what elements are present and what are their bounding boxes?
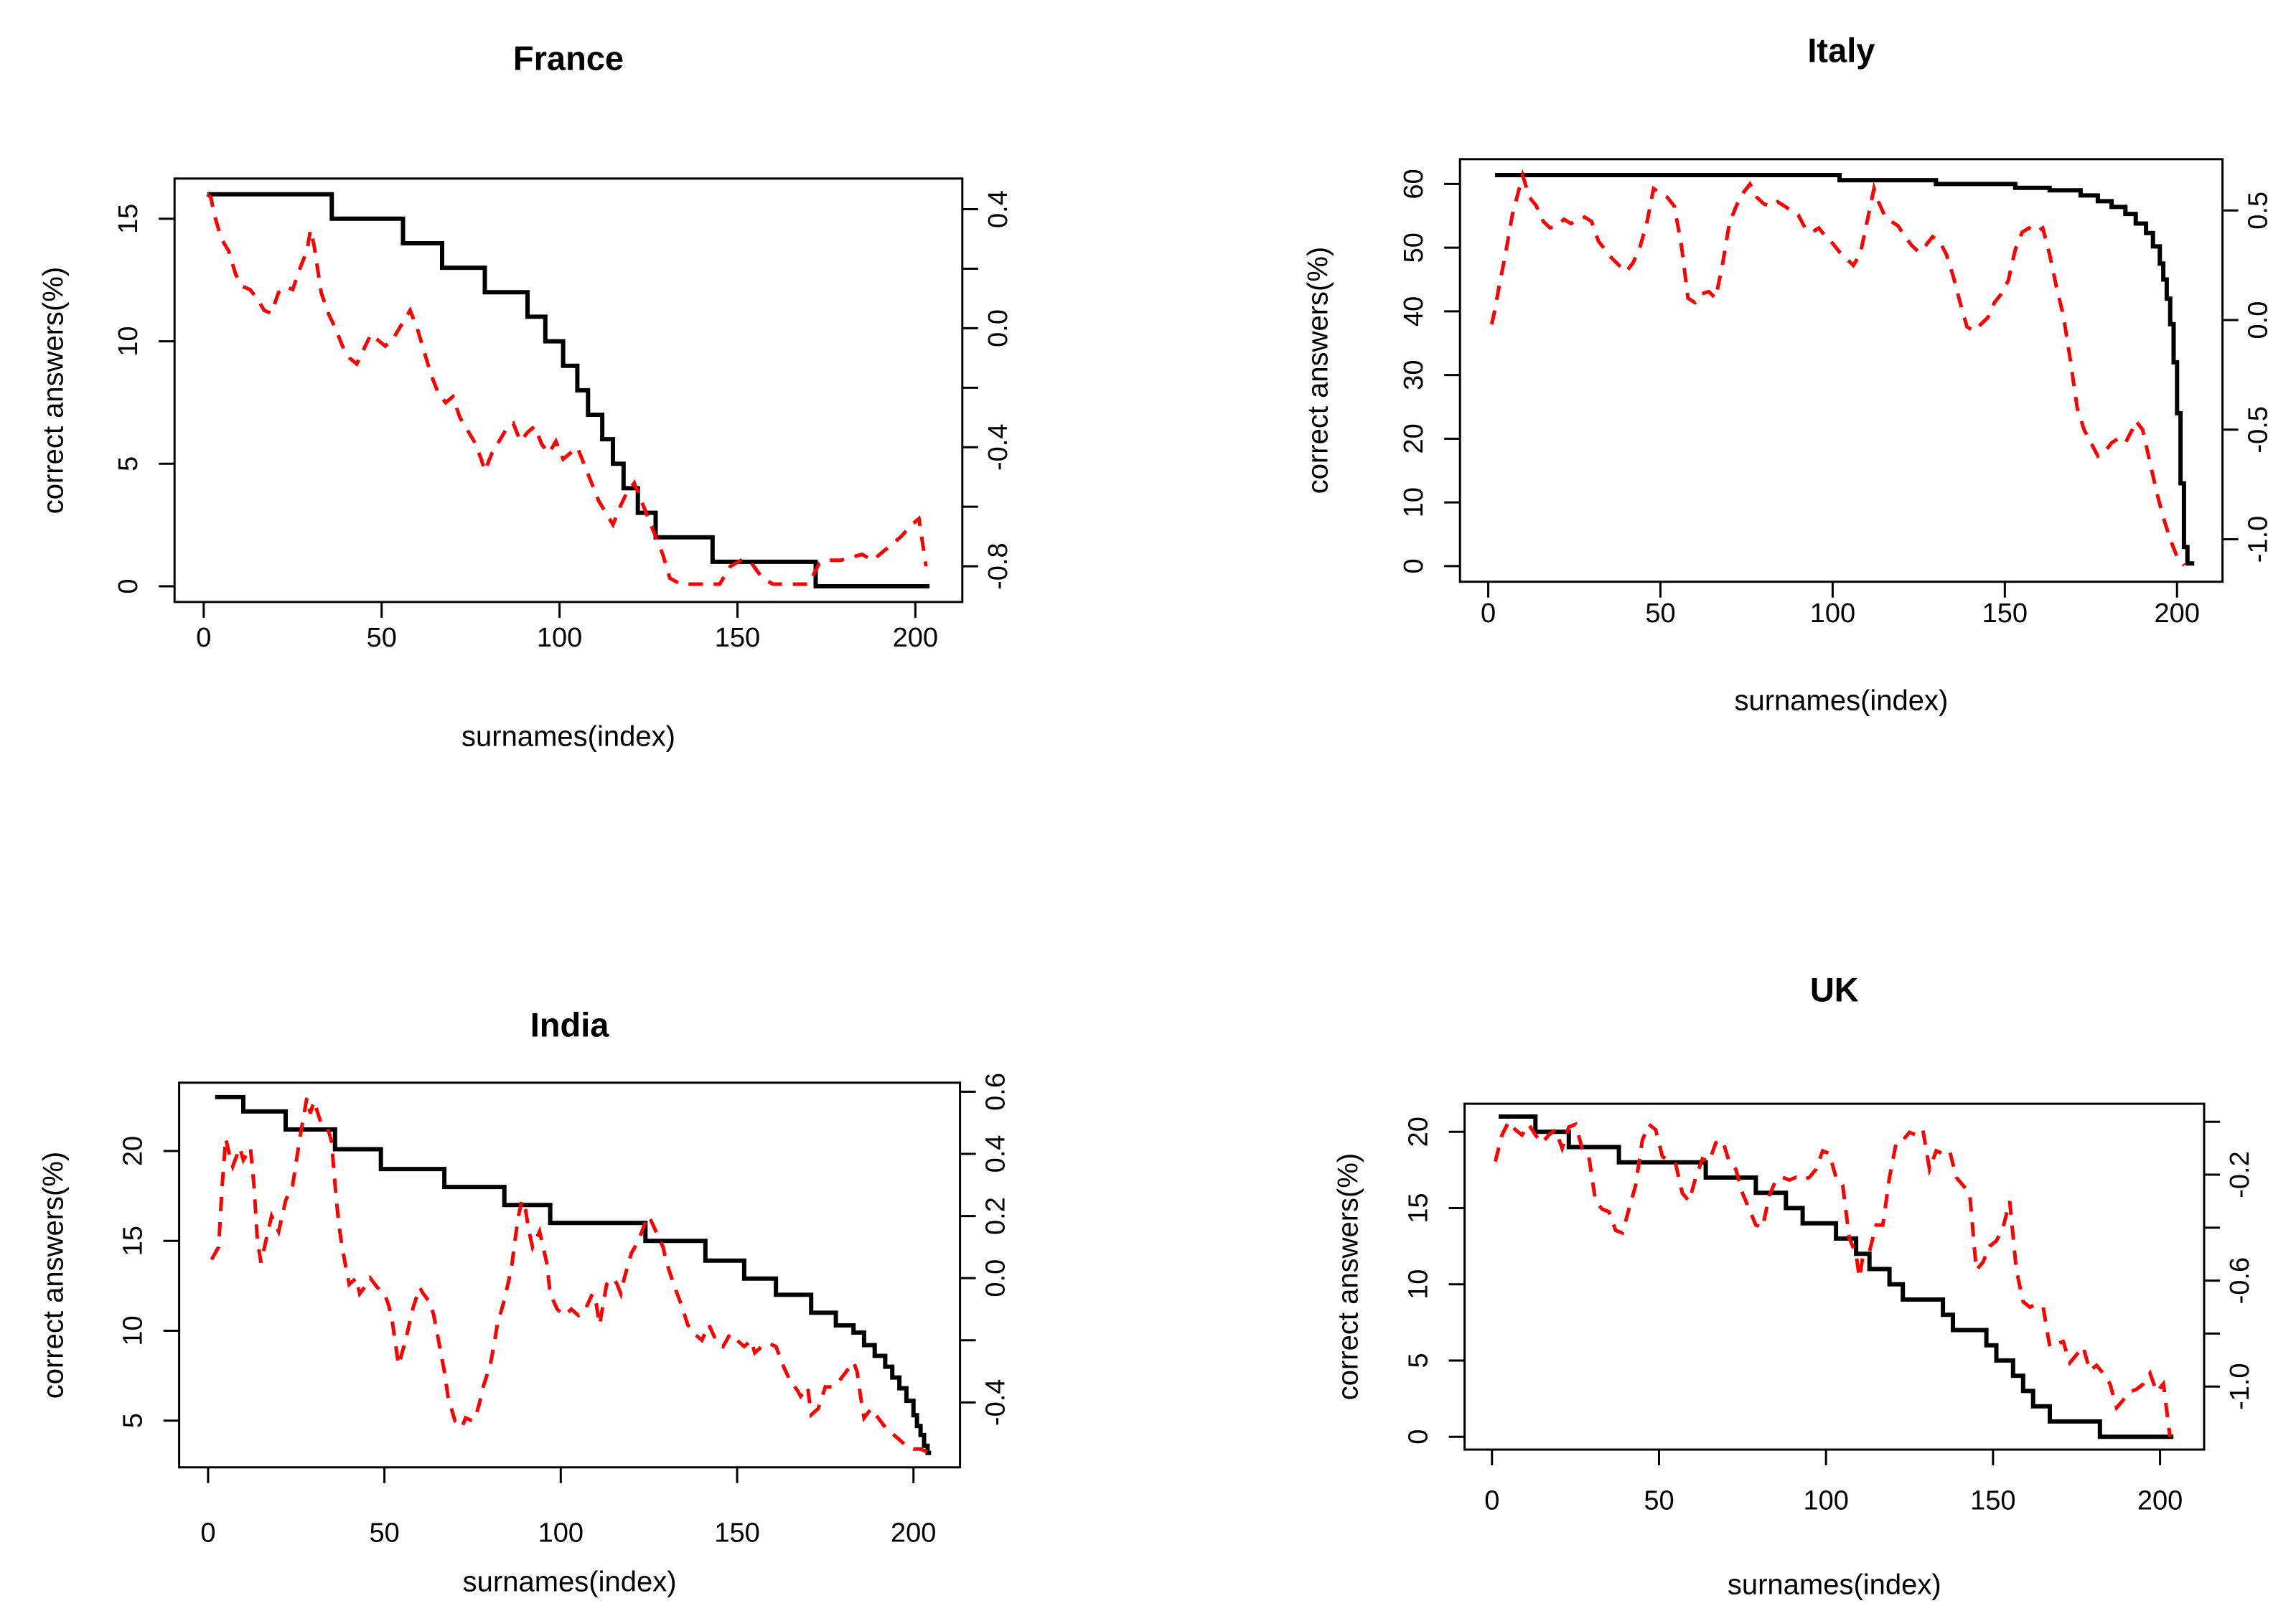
red-dashed-series-line: [206, 192, 928, 586]
right-y-tick-label: -0.4: [981, 1379, 1011, 1426]
left-y-tick-label: 10: [113, 326, 144, 356]
x-tick-label: 0: [196, 623, 211, 653]
y-axis-label-india: correct answers(%): [37, 1151, 70, 1399]
left-y-tick-label: 40: [1399, 296, 1429, 327]
panel-uk: 0 50 100 150 200 0 5 10 15 20 -0.2 -0.6 -1.0 UK corr…: [1148, 808, 2296, 1616]
left-y-tick-label: 0: [1399, 558, 1429, 573]
panel-india: 0 50 100 150 200 5 10 15 20 0.6 0.4 0.2 0.0 -0.4 Indi…: [0, 808, 1148, 1616]
left-y-tick-label: 30: [1399, 360, 1429, 390]
left-y-tick-label: 5: [113, 456, 144, 471]
left-y-tick-label: 10: [1399, 487, 1429, 517]
panel-italy: 0 50 100 150 200 0 10 20 30 40 50 60 0.5 0.0 -0.5 -1.0 …: [1148, 0, 2296, 808]
left-y-tick-label: 10: [1404, 1269, 1434, 1300]
x-tick-label: 200: [2137, 1485, 2183, 1516]
left-y-tick-label: 15: [113, 204, 144, 234]
right-y-tick-label: -1.0: [2225, 1363, 2255, 1409]
x-tick-label: 0: [1484, 1485, 1499, 1516]
red-dashed-series-line: [1493, 1118, 2172, 1437]
x-axis-label-italy: surnames(index): [1734, 685, 1949, 717]
y-axis-label-uk: correct answers(%): [1332, 1152, 1364, 1401]
black-solid-series-line: [215, 1094, 932, 1455]
left-y-tick-label: 20: [118, 1136, 149, 1166]
x-axis-label-france: surnames(index): [461, 720, 675, 753]
right-y-tick-label: 0.4: [983, 190, 1013, 228]
x-tick-label: 200: [2155, 598, 2200, 629]
x-tick-label: 150: [1982, 598, 2028, 629]
black-solid-series-line: [1499, 1114, 2174, 1439]
plot-box: [173, 177, 964, 603]
x-tick-label: 0: [200, 1518, 215, 1548]
right-y-tick-label: 0.0: [983, 309, 1013, 347]
x-tick-label: 100: [538, 1518, 584, 1548]
left-y-tick-label: 20: [1404, 1117, 1434, 1147]
x-axis-label-uk: surnames(index): [1727, 1569, 1941, 1601]
x-tick-label: 50: [1645, 598, 1675, 629]
x-tick-label: 200: [893, 623, 938, 653]
x-tick-label: 150: [715, 623, 760, 653]
right-y-tick-label: 0.2: [981, 1197, 1011, 1235]
panel-france: 0 50 100 150 200 0 5 10 15 0.4 0.0 -0.4 -0.8 France …: [0, 0, 1148, 808]
x-axis-label-india: surnames(index): [462, 1566, 677, 1598]
left-y-tick-label: 15: [1404, 1193, 1434, 1223]
chart-title-italy: Italy: [1807, 31, 1875, 70]
left-y-tick-label: 10: [118, 1315, 149, 1345]
italy-plot-area: 0 50 100 150 200 0 10 20 30 40 50 60 0.5 0.0 -0.5 -1.0: [1399, 158, 2274, 629]
y-axis-label-france: correct answers(%): [37, 266, 70, 515]
right-y-tick-label: -0.6: [2225, 1257, 2255, 1304]
x-tick-label: 100: [1803, 1485, 1848, 1516]
right-y-tick-label: 0.4: [981, 1135, 1011, 1173]
x-tick-label: 100: [537, 623, 582, 653]
x-tick-label: 150: [1970, 1485, 2015, 1516]
left-y-tick-label: 5: [1404, 1353, 1434, 1368]
right-y-tick-label: -0.5: [2244, 406, 2274, 453]
x-tick-label: 50: [369, 1518, 399, 1548]
x-tick-label: 150: [714, 1518, 759, 1548]
x-tick-label: 0: [1481, 598, 1496, 629]
right-y-tick-label: 0.0: [2244, 301, 2274, 339]
x-tick-label: 200: [891, 1518, 936, 1548]
right-y-tick-label: -0.4: [983, 424, 1013, 471]
left-y-tick-label: 50: [1399, 232, 1429, 263]
right-y-tick-label: -0.2: [2225, 1151, 2255, 1198]
left-y-tick-label: 60: [1399, 169, 1429, 199]
chart-title-france: France: [512, 39, 624, 77]
left-y-tick-label: 5: [118, 1413, 149, 1428]
plot-box: [178, 1081, 962, 1469]
red-dashed-series-line: [1489, 169, 2185, 567]
x-tick-label: 100: [1810, 598, 1855, 629]
right-y-tick-label: -0.8: [983, 542, 1013, 589]
x-tick-label: 50: [1644, 1485, 1674, 1516]
plot-box: [1463, 1102, 2206, 1451]
uk-plot-area: 0 50 100 150 200 0 5 10 15 20 -0.2 -0.6 -1.0: [1404, 1102, 2255, 1516]
india-plot-area: 0 50 100 150 200 5 10 15 20 0.6 0.4 0.2 0.0 -0.4: [118, 1073, 1011, 1548]
right-y-tick-label: 0.6: [981, 1073, 1011, 1111]
right-y-tick-label: 0.0: [981, 1259, 1011, 1297]
left-y-tick-label: 20: [1399, 423, 1429, 454]
left-y-tick-label: 0: [1404, 1429, 1434, 1444]
chart-title-india: India: [530, 1005, 609, 1044]
france-plot-area: 0 50 100 150 200 0 5 10 15 0.4 0.0 -0.4 -0.8: [113, 177, 1013, 653]
chart-title-uk: UK: [1809, 970, 1859, 1009]
black-solid-series-line: [1495, 173, 2195, 566]
left-y-tick-label: 15: [118, 1226, 149, 1256]
black-solid-series-line: [207, 192, 930, 588]
right-y-tick-label: 0.5: [2244, 192, 2274, 230]
y-axis-label-italy: correct answers(%): [1302, 247, 1334, 494]
left-y-tick-label: 0: [113, 578, 144, 593]
red-dashed-series-line: [210, 1094, 929, 1454]
right-y-tick-label: -1.0: [2244, 516, 2274, 563]
x-tick-label: 50: [367, 623, 397, 653]
plot-box: [1458, 158, 2224, 583]
